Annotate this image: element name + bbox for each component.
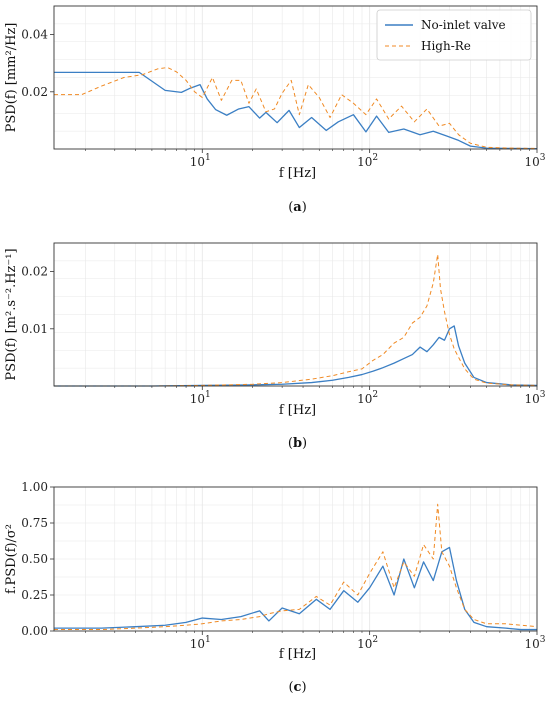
- axes-frame: [53, 5, 538, 150]
- series-line-high-re: [54, 503, 538, 631]
- y-tick-label: 1.00: [21, 480, 48, 494]
- panel-letter: (b): [288, 436, 307, 451]
- x-tick-label: 103: [524, 153, 545, 169]
- x-tick-label: 102: [357, 635, 378, 651]
- series-line-high-re: [54, 253, 538, 387]
- panel-letter: (a): [288, 200, 307, 215]
- legend: No-inlet valve High-Re: [376, 9, 532, 61]
- x-axis-label: f [Hz]: [279, 403, 316, 418]
- axes-frame: [53, 242, 538, 387]
- x-tick-label: 101: [190, 635, 211, 651]
- y-tick-label: 0.00: [21, 624, 48, 638]
- y-tick-label: 0.50: [21, 552, 48, 566]
- y-tick-label: 0.02: [21, 85, 48, 99]
- x-axis-label: f [Hz]: [279, 647, 316, 662]
- x-tick-label: 101: [190, 153, 211, 169]
- panel-c: 101 102 103 0.00 0.25 0.50 0.75 1.00 f [Hz] f.PSD…: [4, 480, 546, 695]
- series-line-no-inlet-valve: [54, 325, 538, 387]
- x-axis-label: f [Hz]: [279, 166, 316, 181]
- y-tick-label: 0.25: [21, 588, 48, 602]
- x-tick-label: 101: [190, 390, 211, 406]
- y-axis-label: PSD(f) [mm²/Hz]: [4, 23, 19, 133]
- legend-box: [376, 9, 532, 61]
- legend-label: High-Re: [421, 39, 471, 53]
- x-tick-label: 102: [357, 390, 378, 406]
- y-tick-label: 0.02: [21, 265, 48, 279]
- y-tick-label: 0.75: [21, 516, 48, 530]
- y-tick-label: 0.01: [21, 322, 48, 336]
- panel-b: 101 102 103 0.01 0.02 f [Hz] PSD(f) [m².s⁻².Hz…: [4, 242, 546, 451]
- series-line-no-inlet-valve: [54, 71, 538, 150]
- y-axis-label: PSD(f) [m².s⁻².Hz⁻¹]: [4, 248, 19, 380]
- grid: [54, 243, 538, 386]
- series-line-no-inlet-valve: [54, 546, 537, 631]
- y-tick-label: 0.04: [21, 28, 48, 42]
- x-tick-label: 103: [524, 390, 545, 406]
- legend-label: No-inlet valve: [421, 18, 506, 32]
- panel-letter: (c): [288, 680, 306, 695]
- x-tick-label: 103: [524, 635, 545, 651]
- series-line-high-re: [54, 66, 538, 149]
- y-axis-label: f.PSD(f)/σ²: [4, 524, 19, 594]
- x-tick-label: 102: [357, 153, 378, 169]
